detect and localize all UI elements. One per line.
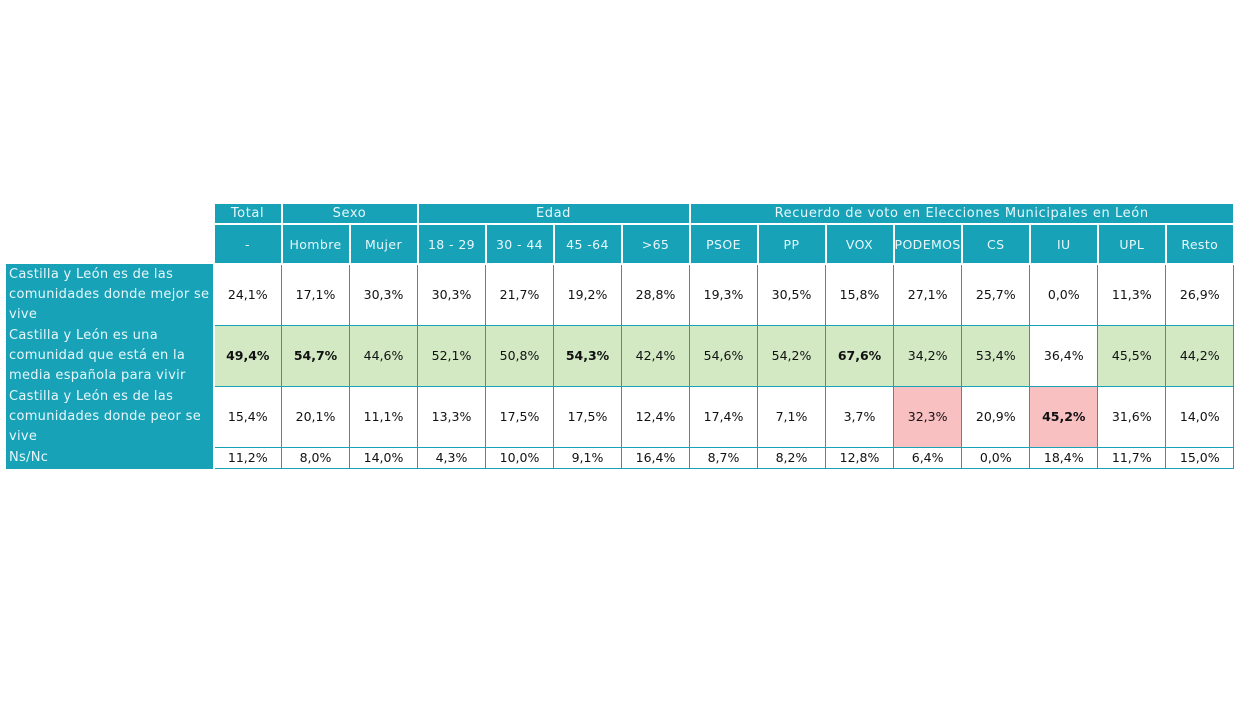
value-cell: 10,0% xyxy=(485,446,554,469)
row-label: Castilla y León es de las comunidades do… xyxy=(6,263,215,326)
value-cell: 45,2% xyxy=(1029,385,1099,448)
value-cell: 20,9% xyxy=(961,385,1031,448)
column-header: CS xyxy=(960,223,1031,265)
column-header: 30 - 44 xyxy=(484,223,555,265)
value-cell: 17,1% xyxy=(281,263,350,326)
column-header: VOX xyxy=(824,223,895,265)
value-cell: 3,7% xyxy=(825,385,894,448)
value-cell: 4,3% xyxy=(417,446,486,469)
value-cell: 13,3% xyxy=(417,385,486,448)
column-header: PSOE xyxy=(688,223,759,265)
table-row: Castilla y León es una comunidad que est… xyxy=(6,324,1235,387)
corner-blank-cell xyxy=(6,203,214,264)
value-cell: 14,0% xyxy=(1165,385,1235,448)
value-cell: 19,2% xyxy=(553,263,622,326)
value-cell: 8,7% xyxy=(689,446,758,469)
value-cell: 30,5% xyxy=(757,263,826,326)
column-header: Resto xyxy=(1164,223,1235,265)
group-header-edad: Edad xyxy=(416,202,691,225)
value-cell: 21,7% xyxy=(485,263,554,326)
column-header: - xyxy=(212,223,283,265)
survey-table: Total Sexo Edad Recuerdo de voto en Elec… xyxy=(6,202,1235,469)
value-cell: 11,2% xyxy=(213,446,282,469)
value-cell: 44,2% xyxy=(1165,324,1235,387)
value-cell: 9,1% xyxy=(553,446,622,469)
table-row: Ns/Nc 11,2% 8,0% 14,0% 4,3% 10,0% 9,1% 16,4% 8,7… xyxy=(6,446,1235,469)
value-cell: 36,4% xyxy=(1029,324,1099,387)
table-row: Castilla y León es de las comunidades do… xyxy=(6,263,1235,326)
value-cell: 19,3% xyxy=(689,263,758,326)
value-cell: 15,4% xyxy=(213,385,282,448)
value-cell: 17,5% xyxy=(485,385,554,448)
group-header-voto: Recuerdo de voto en Elecciones Municipal… xyxy=(688,202,1235,225)
value-cell: 26,9% xyxy=(1165,263,1235,326)
value-cell: 16,4% xyxy=(621,446,690,469)
row-label: Ns/Nc xyxy=(6,446,215,469)
value-cell: 17,4% xyxy=(689,385,758,448)
value-cell: 20,1% xyxy=(281,385,350,448)
value-cell: 11,1% xyxy=(349,385,418,448)
value-cell: 30,3% xyxy=(417,263,486,326)
value-cell: 15,0% xyxy=(1165,446,1235,469)
value-cell: 32,3% xyxy=(892,385,963,448)
value-cell: 42,4% xyxy=(621,324,690,387)
value-cell: 24,1% xyxy=(213,263,282,326)
survey-table-container: Total Sexo Edad Recuerdo de voto en Elec… xyxy=(6,202,1235,469)
header-group-row: Total Sexo Edad Recuerdo de voto en Elec… xyxy=(6,202,1235,264)
column-header: PODEMOS xyxy=(892,223,963,265)
value-cell: 45,5% xyxy=(1097,324,1167,387)
value-cell: 54,3% xyxy=(553,324,622,387)
value-cell: 12,4% xyxy=(621,385,690,448)
table-row: Castilla y León es de las comunidades do… xyxy=(6,385,1235,448)
value-cell: 14,0% xyxy=(349,446,418,469)
value-cell: 28,8% xyxy=(621,263,690,326)
value-cell: 0,0% xyxy=(961,446,1031,469)
value-cell: 11,3% xyxy=(1097,263,1167,326)
column-header: 45 -64 xyxy=(552,223,623,265)
value-cell: 7,1% xyxy=(757,385,826,448)
value-cell: 18,4% xyxy=(1029,446,1099,469)
value-cell: 50,8% xyxy=(485,324,554,387)
value-cell: 8,2% xyxy=(757,446,826,469)
value-cell: 8,0% xyxy=(281,446,350,469)
value-cell: 67,6% xyxy=(825,324,894,387)
column-header-row: - Hombre Mujer 18 - 29 30 - 44 45 -64 >65 PSOE P… xyxy=(7,223,1235,265)
value-cell: 12,8% xyxy=(825,446,894,469)
column-header: Hombre xyxy=(280,223,351,265)
value-cell: 27,1% xyxy=(892,263,963,326)
value-cell: 54,6% xyxy=(689,324,758,387)
row-label: Castilla y León es una comunidad que est… xyxy=(6,324,215,387)
value-cell: 17,5% xyxy=(553,385,622,448)
column-header: IU xyxy=(1028,223,1099,265)
column-header: PP xyxy=(756,223,827,265)
value-cell: 30,3% xyxy=(349,263,418,326)
row-label: Castilla y León es de las comunidades do… xyxy=(6,385,215,448)
value-cell: 54,7% xyxy=(281,324,350,387)
value-cell: 52,1% xyxy=(417,324,486,387)
value-cell: 53,4% xyxy=(961,324,1031,387)
value-cell: 44,6% xyxy=(349,324,418,387)
value-cell: 49,4% xyxy=(213,324,282,387)
value-cell: 31,6% xyxy=(1097,385,1167,448)
column-header: UPL xyxy=(1096,223,1167,265)
column-header: Mujer xyxy=(348,223,419,265)
value-cell: 11,7% xyxy=(1097,446,1167,469)
value-cell: 6,4% xyxy=(892,446,963,469)
value-cell: 0,0% xyxy=(1029,263,1099,326)
value-cell: 15,8% xyxy=(825,263,894,326)
group-header-sexo: Sexo xyxy=(280,202,419,225)
column-header: 18 - 29 xyxy=(416,223,487,265)
column-header: >65 xyxy=(620,223,691,265)
value-cell: 34,2% xyxy=(892,324,963,387)
value-cell: 54,2% xyxy=(757,324,826,387)
value-cell: 25,7% xyxy=(961,263,1031,326)
group-header-total: Total xyxy=(212,202,283,225)
